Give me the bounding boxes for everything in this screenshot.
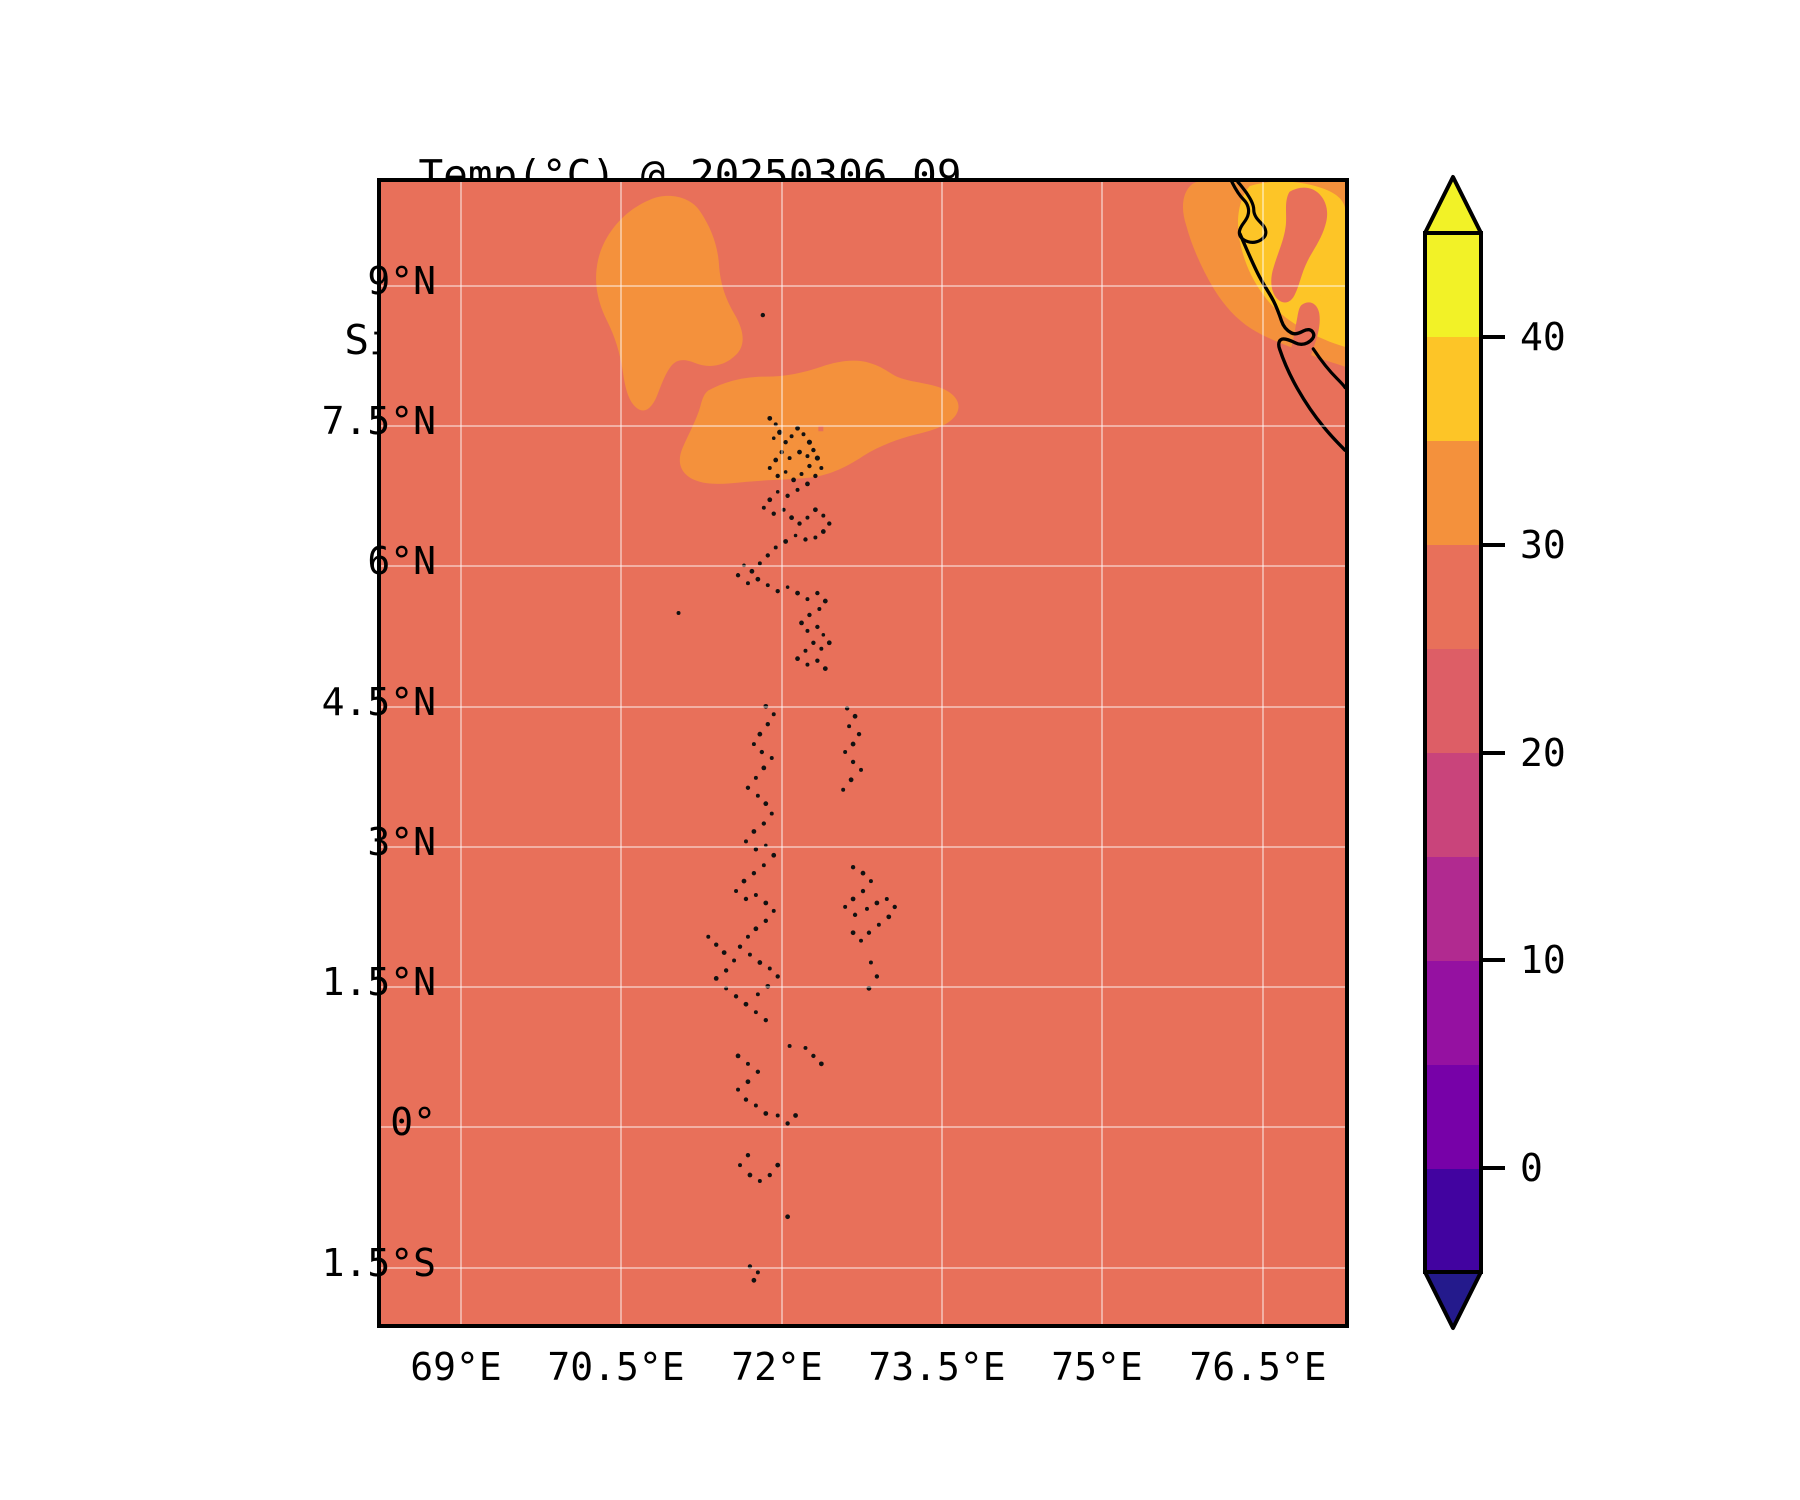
- colorbar-tick-label: 40: [1520, 315, 1566, 359]
- map-axes[interactable]: [377, 178, 1349, 1328]
- warm-ocean-patch-east: [679, 360, 959, 484]
- temperature-contour-map: [381, 182, 1345, 1324]
- india-hot-fleck: [1319, 286, 1344, 298]
- x-tick-label: 72°E: [731, 1345, 823, 1389]
- colorbar-tick-label: 30: [1520, 523, 1566, 567]
- y-tick-label: 6°N: [367, 539, 436, 583]
- colorbar-tick-label: 0: [1520, 1146, 1543, 1190]
- x-tick-label: 76.5°E: [1189, 1345, 1327, 1389]
- x-tick-label: 69°E: [410, 1345, 502, 1389]
- warm-ocean-patch-west: [596, 195, 743, 411]
- colorbar-gradient: [1423, 175, 1483, 1330]
- y-tick-label: 7.5°N: [321, 399, 436, 443]
- island-atolls: [676, 312, 897, 1283]
- colorbar-tick-mark: [1483, 335, 1505, 339]
- india-cool-ridge-north: [1271, 187, 1328, 303]
- colorbar-tick-label: 20: [1520, 731, 1566, 775]
- y-tick-label: 1.5°S: [321, 1241, 436, 1285]
- x-tick-label: 70.5°E: [547, 1345, 685, 1389]
- x-tick-label: 75°E: [1051, 1345, 1143, 1389]
- colorbar-tick-label: 10: [1520, 938, 1566, 982]
- colorbar[interactable]: [1423, 175, 1483, 1330]
- colorbar-tick-mark: [1483, 751, 1505, 755]
- warm-speck: [818, 426, 824, 432]
- y-tick-label: 4.5°N: [321, 680, 436, 724]
- coastline-sri-lanka-edge: [1311, 347, 1345, 390]
- y-tick-label: 1.5°N: [321, 960, 436, 1004]
- y-tick-label: 0°: [390, 1100, 436, 1144]
- colorbar-tick-mark: [1483, 543, 1505, 547]
- x-tick-label: 73.5°E: [868, 1345, 1006, 1389]
- colorbar-tick-mark: [1483, 958, 1505, 962]
- y-tick-label: 3°N: [367, 820, 436, 864]
- coastline-india-main: [1238, 231, 1345, 452]
- colorbar-tick-mark: [1483, 1166, 1505, 1170]
- y-tick-label: 9°N: [367, 259, 436, 303]
- coastline-india: [1230, 182, 1268, 244]
